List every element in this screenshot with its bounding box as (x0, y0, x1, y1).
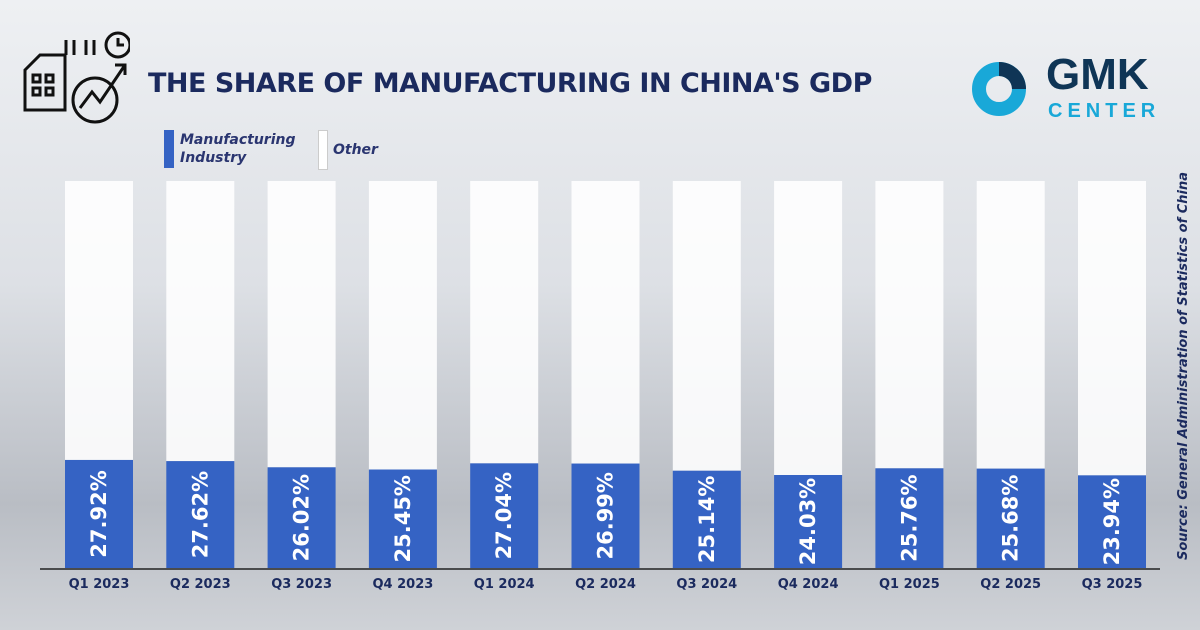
x-tick-label: Q4 2023 (372, 577, 433, 592)
data-label: 27.62% (188, 471, 212, 558)
source-note: Source: General Administration of Statis… (1176, 171, 1191, 560)
data-label: 26.99% (594, 472, 618, 559)
data-label: 25.68% (999, 475, 1023, 562)
gmk-logo-icon (972, 62, 1026, 116)
legend-swatch-other (318, 130, 328, 170)
bar-other (368, 181, 437, 470)
data-label: 25.14% (695, 476, 719, 563)
x-tick-label: Q1 2023 (69, 577, 130, 592)
logo-text-center: CENTER (1048, 100, 1161, 122)
bar-other (267, 181, 336, 468)
bar-manufacturing (65, 459, 133, 568)
data-label: 23.94% (1100, 478, 1124, 565)
x-tick-label: Q3 2023 (271, 577, 332, 592)
x-tick-label: Q1 2024 (474, 577, 535, 592)
bar-other (976, 181, 1045, 469)
x-tick-label: Q1 2025 (879, 577, 940, 592)
data-label: 26.02% (290, 474, 314, 561)
data-label: 25.76% (897, 474, 921, 561)
bar-manufacturing (1078, 475, 1146, 568)
factory-growth-icon (23, 31, 130, 124)
bar-other (65, 181, 133, 460)
bar-manufacturing (672, 470, 741, 568)
bar-manufacturing (875, 468, 944, 568)
bar-other (774, 181, 843, 476)
x-tick-label: Q3 2024 (676, 577, 737, 592)
logo-text-gmk: GMK (1046, 50, 1149, 99)
legend-swatch-manufacturing (164, 130, 174, 168)
chart-title: THE SHARE OF MANUFACTURING IN CHINA'S GD… (148, 68, 872, 99)
x-tick-label: Q4 2024 (778, 577, 839, 592)
bar-manufacturing (976, 468, 1045, 568)
data-label: 25.45% (391, 475, 415, 562)
x-tick-label: Q2 2025 (980, 577, 1041, 592)
bar-manufacturing (166, 461, 235, 568)
bar-manufacturing (774, 475, 843, 568)
bar-other (1078, 181, 1146, 476)
bar-other (672, 181, 741, 471)
bar-other (166, 181, 235, 462)
data-label: 24.03% (796, 478, 820, 565)
bar-manufacturing (267, 467, 336, 568)
data-label: 27.04% (492, 472, 516, 559)
bar-manufacturing (470, 463, 539, 568)
x-tick-label: Q2 2024 (575, 577, 636, 592)
legend-label-other: Other (333, 142, 378, 158)
bar-other (571, 181, 640, 464)
x-tick-label: Q3 2025 (1082, 577, 1143, 592)
bar-other (875, 181, 944, 469)
bar-manufacturing (368, 469, 437, 568)
legend-label-manufacturing: Manufacturing Industry (180, 132, 296, 166)
bar-other (470, 181, 539, 464)
bar-manufacturing (571, 463, 640, 568)
x-tick-label: Q2 2023 (170, 577, 231, 592)
data-label: 27.92% (87, 470, 111, 557)
